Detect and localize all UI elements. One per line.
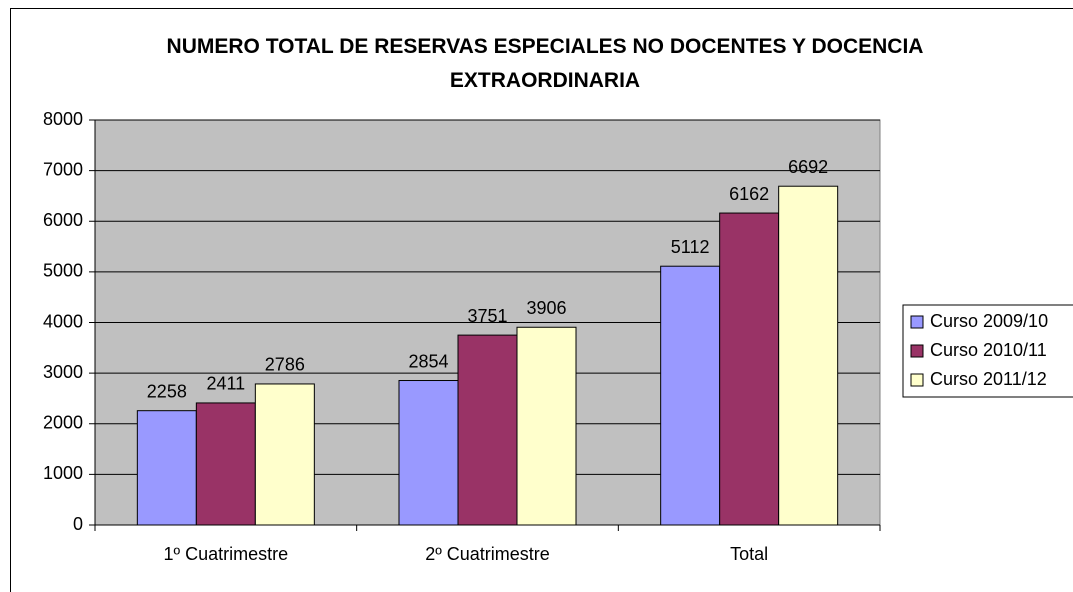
bar bbox=[778, 185, 839, 526]
y-tick-label: 1000 bbox=[43, 463, 83, 483]
value-label: 5112 bbox=[671, 237, 710, 257]
bar bbox=[660, 265, 721, 526]
bar bbox=[516, 326, 577, 526]
y-tick-label: 3000 bbox=[43, 362, 83, 382]
legend-swatch bbox=[910, 373, 924, 387]
x-tick-label: 1º Cuatrimestre bbox=[164, 544, 289, 564]
bar bbox=[457, 334, 518, 526]
legend-label: Curso 2009/10 bbox=[930, 311, 1048, 331]
legend-label: Curso 2010/11 bbox=[930, 340, 1047, 360]
value-label: 3751 bbox=[467, 306, 507, 326]
bar bbox=[398, 380, 459, 526]
value-label: 6692 bbox=[788, 157, 828, 177]
x-tick-label: 2º Cuatrimestre bbox=[425, 544, 550, 564]
x-tick-label: Total bbox=[730, 544, 768, 564]
y-tick-label: 0 bbox=[73, 514, 83, 534]
bar bbox=[195, 402, 256, 526]
value-label: 6162 bbox=[729, 184, 769, 204]
bar bbox=[136, 410, 197, 526]
y-tick-label: 4000 bbox=[43, 311, 83, 331]
value-label: 2258 bbox=[147, 381, 187, 401]
y-tick-label: 5000 bbox=[43, 261, 83, 281]
bar bbox=[254, 383, 315, 526]
y-tick-label: 8000 bbox=[43, 109, 83, 129]
legend-box bbox=[902, 304, 1073, 398]
legend-swatch bbox=[910, 315, 924, 329]
value-label: 2786 bbox=[265, 355, 305, 375]
value-label: 2411 bbox=[206, 374, 245, 394]
y-tick-label: 7000 bbox=[43, 159, 83, 179]
chart-title: NUMERO TOTAL DE RESERVAS ESPECIALES NO D… bbox=[166, 35, 924, 92]
bar bbox=[719, 212, 780, 526]
y-tick-label: 6000 bbox=[43, 210, 83, 230]
legend-label: Curso 2011/12 bbox=[930, 369, 1047, 389]
value-label: 3906 bbox=[526, 298, 566, 318]
y-tick-label: 2000 bbox=[43, 413, 83, 433]
legend-swatch bbox=[910, 344, 924, 358]
value-label: 2854 bbox=[408, 351, 448, 371]
